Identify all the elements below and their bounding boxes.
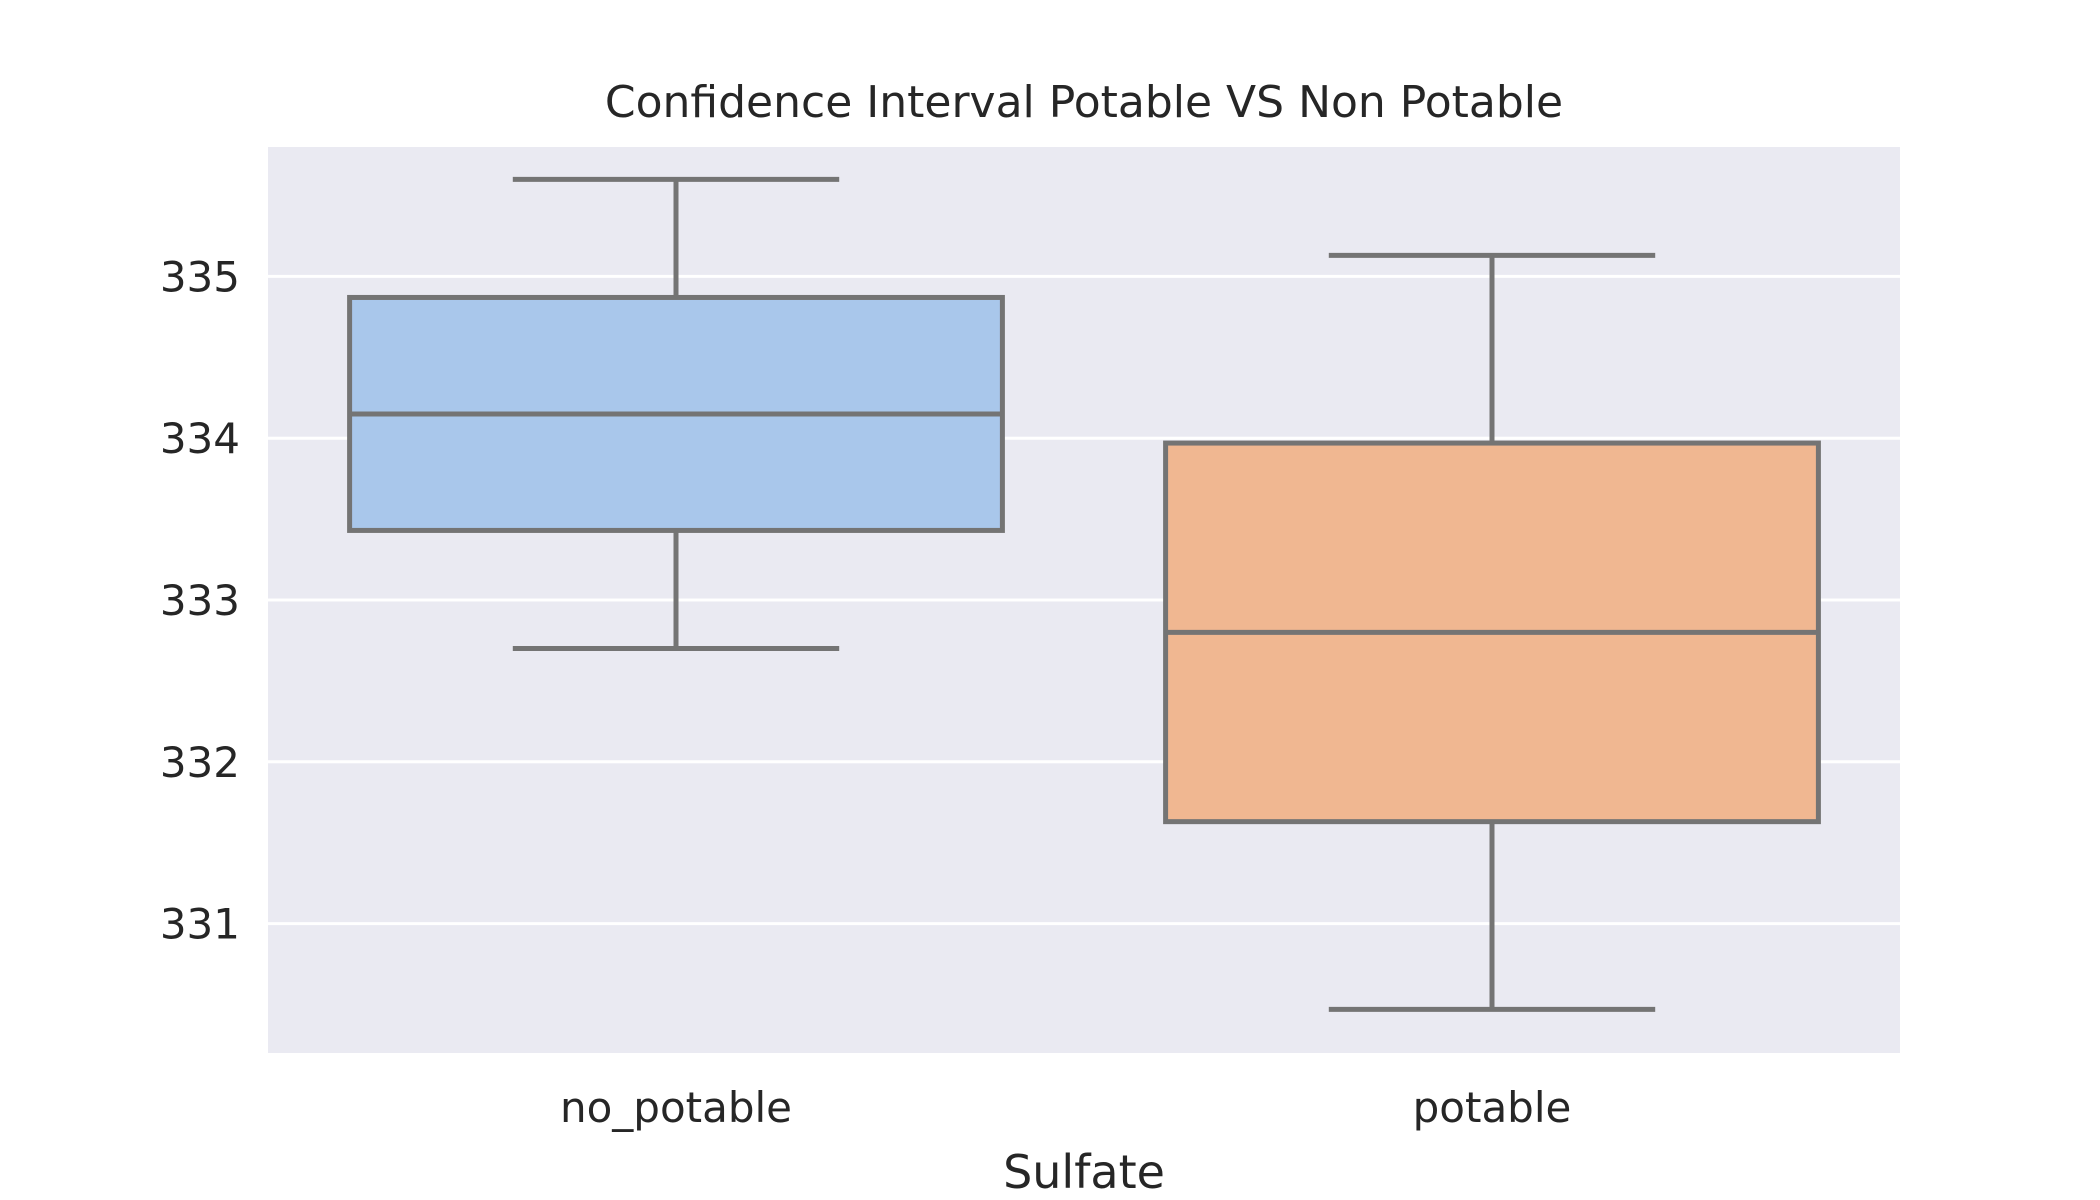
y-tick-label: 335	[160, 252, 240, 301]
chart-title: Confidence Interval Potable VS Non Potab…	[605, 77, 1563, 128]
y-tick-label: 334	[160, 414, 240, 463]
y-tick-label: 332	[160, 738, 240, 787]
y-tick-labels: 331 332 333 334 335	[160, 252, 240, 948]
x-axis-label: Sulfate	[1003, 1145, 1165, 1199]
box-no_potable	[347, 176, 1005, 652]
y-tick-label: 331	[160, 900, 240, 949]
box-plots	[347, 176, 1821, 1012]
x-tick-label: potable	[1413, 1083, 1572, 1132]
x-tick-label: no_potable	[560, 1083, 792, 1132]
x-tick-labels: no_potable potable	[560, 1083, 1571, 1132]
box-potable	[1163, 252, 1821, 1012]
y-tick-label: 333	[160, 576, 240, 625]
